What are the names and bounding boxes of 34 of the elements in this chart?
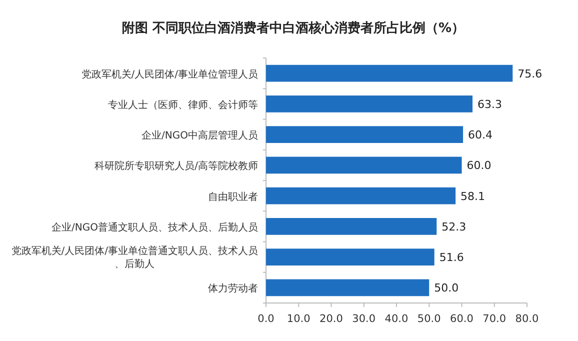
x-tick-label: 70.0 (482, 313, 506, 325)
bar (266, 64, 513, 82)
bar (266, 156, 462, 174)
chart-title: 附图 不同职位白酒消费者中白酒核心消费者所占比例（%） (122, 20, 465, 36)
x-tick-label: 50.0 (417, 313, 441, 325)
bar (266, 187, 456, 204)
x-tick-label: 60.0 (450, 313, 474, 325)
data-label: 63.3 (478, 98, 502, 111)
bar (266, 279, 430, 296)
x-tick-label: 40.0 (384, 313, 408, 325)
y-tick-label: 专业人士（医师、律师、会计师等 (108, 98, 258, 111)
x-tick-label: 30.0 (352, 313, 376, 325)
data-label: 58.1 (460, 190, 486, 203)
bar (266, 248, 434, 266)
bar (266, 96, 473, 112)
data-label: 50.0 (434, 282, 459, 295)
data-label: 52.3 (442, 220, 466, 234)
y-tick-label: 科研院所专职研究人员/高等院校教师 (94, 160, 258, 172)
data-label: 60.0 (466, 159, 492, 172)
x-tick-label: 10.0 (286, 313, 310, 325)
x-tick-label: 80.0 (515, 313, 539, 325)
data-label: 51.6 (439, 251, 464, 264)
x-tick-label: 0.0 (258, 313, 274, 325)
y-tick-label: 党政军机关/人民团体/事业单位普通文职人员、技术人员、后勤人 (11, 245, 258, 270)
data-label: 75.6 (518, 67, 542, 80)
y-tick-label: 党政军机关/人民团体/事业单位管理人员 (81, 68, 258, 80)
y-tick-label: 企业/NGO普通文职人员、技术人员、后勤人员 (52, 221, 258, 234)
bar (266, 126, 464, 143)
x-tick-label: 20.0 (320, 313, 343, 325)
bar (266, 218, 437, 235)
y-tick-label: 体力劳动者 (208, 282, 258, 295)
data-label: 60.4 (468, 128, 493, 142)
y-tick-label: 企业/NGO中高层管理人员 (142, 130, 258, 142)
y-tick-label: 自由职业者 (208, 190, 258, 203)
